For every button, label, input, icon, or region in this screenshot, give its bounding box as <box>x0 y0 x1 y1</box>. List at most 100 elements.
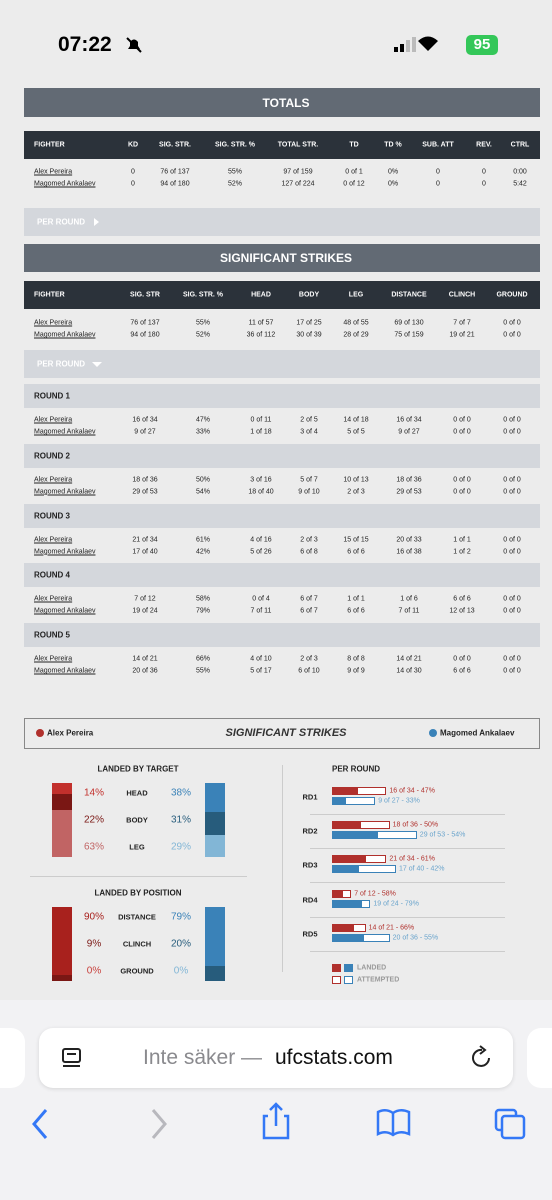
fighter-link: Alex Pereira <box>34 319 73 327</box>
cell: 52% <box>195 331 211 339</box>
column-header: BODY <box>298 291 320 299</box>
column-header: LEG <box>348 291 364 299</box>
cell: 1 of 6 <box>400 595 418 603</box>
cell: 2 of 5 <box>300 416 318 424</box>
round-stat: 21 of 34 - 61% <box>389 855 435 863</box>
cell: 0:00 <box>513 168 527 176</box>
cell: 8 of 8 <box>347 655 365 663</box>
cell: 69 of 130 <box>394 319 424 327</box>
round-label: RD5 <box>302 929 318 939</box>
cell: 9 of 10 <box>298 488 320 496</box>
round-divider <box>310 848 505 850</box>
cell: 14 of 18 <box>343 416 369 424</box>
cell: 4 of 10 <box>250 655 272 663</box>
cell: 17 of 40 <box>132 548 158 556</box>
cell: 6 of 6 <box>347 548 365 556</box>
round-stat: 7 of 12 - 58% <box>354 890 396 898</box>
legend-swatch <box>344 964 353 972</box>
cell: 0 of 0 <box>453 476 471 484</box>
round-stat: 14 of 21 - 66% <box>368 924 415 932</box>
mute-icon <box>126 37 142 53</box>
cell: 17 of 25 <box>296 319 322 327</box>
clock: 07:22 <box>58 33 112 56</box>
tab-preview <box>527 1028 552 1088</box>
cell: 76 of 137 <box>160 168 190 176</box>
address-host: ufcstats.com <box>275 1046 393 1069</box>
toolbar <box>32 1102 526 1140</box>
section-title: SIGNIFICANT STRIKES <box>219 251 353 265</box>
cell: 0 <box>436 168 440 176</box>
reader-icon[interactable] <box>60 1046 86 1072</box>
cell: 9 of 27 <box>134 428 156 436</box>
table-header <box>24 131 540 159</box>
target-label: HEAD <box>126 788 148 798</box>
column-header: REV. <box>476 141 492 149</box>
back-button[interactable] <box>32 1109 48 1139</box>
address-bar[interactable] <box>39 1028 513 1088</box>
legend-name: Alex Pereira <box>47 728 94 738</box>
address-security: Inte säker — <box>143 1046 263 1069</box>
cell: 4 of 16 <box>250 536 272 544</box>
round-stat: 9 of 27 - 33% <box>378 797 420 805</box>
cell: 0 of 0 <box>503 428 521 436</box>
cell: 0 <box>131 168 135 176</box>
per-round-toggle[interactable] <box>24 350 540 378</box>
target-label: LEG <box>129 842 145 852</box>
cell: 16 of 38 <box>396 548 422 556</box>
group-title: PER ROUND <box>331 764 381 774</box>
percent-label: 79% <box>170 911 192 923</box>
cell: 0% <box>387 180 399 188</box>
column-header: TD <box>349 141 359 149</box>
percent-label: 31% <box>170 814 192 826</box>
cell: 5 of 7 <box>300 476 318 484</box>
column-header: TOTAL STR. <box>277 141 319 149</box>
cell: 19 of 24 <box>132 607 158 615</box>
cell: 1 of 18 <box>250 428 272 436</box>
signal-wifi <box>394 36 438 52</box>
round-stat: 20 of 36 - 55% <box>392 934 439 942</box>
stack-segment <box>52 793 72 810</box>
fighter-link: Magomed Ankalaev <box>34 667 96 675</box>
cell: 52% <box>227 180 243 188</box>
fighter-link: Magomed Ankalaev <box>34 180 96 188</box>
cell: 55% <box>195 667 211 675</box>
cell: 2 of 3 <box>300 536 318 544</box>
cell: 94 of 180 <box>130 331 160 339</box>
cell: 0 of 0 <box>503 607 521 615</box>
per-round-toggle[interactable] <box>24 208 540 236</box>
section-header <box>24 88 540 117</box>
column-header: DISTANCE <box>391 291 427 299</box>
cell: 6 of 10 <box>298 667 320 675</box>
arrow-right <box>94 218 99 226</box>
column-header: KD <box>127 141 139 149</box>
fighter-link: Alex Pereira <box>34 536 73 544</box>
bookmarks-button[interactable] <box>376 1109 411 1137</box>
cell: 6 of 6 <box>347 607 365 615</box>
share-button[interactable] <box>262 1102 290 1140</box>
cell: 54% <box>195 488 211 496</box>
column-header: TD % <box>384 141 402 149</box>
column-header: SIG. STR. % <box>214 141 256 149</box>
fighter-link: Alex Pereira <box>34 168 73 176</box>
reload-icon[interactable] <box>469 1044 495 1072</box>
cell: 15 of 15 <box>343 536 369 544</box>
tabs-button[interactable] <box>494 1108 526 1140</box>
fighter-link: Alex Pereira <box>34 476 73 484</box>
cell: 6 of 6 <box>453 595 471 603</box>
column-header: GROUND <box>496 291 528 299</box>
forward-button[interactable] <box>151 1109 167 1139</box>
landed-bar <box>332 797 347 805</box>
cell: 97 of 159 <box>283 168 313 176</box>
cell: 0 <box>482 180 486 188</box>
cell: 18 of 36 <box>396 476 422 484</box>
legend-dot <box>429 729 437 737</box>
fighter-link: Alex Pereira <box>34 595 73 603</box>
legend-swatch <box>332 964 341 972</box>
cell: 127 of 224 <box>281 180 315 188</box>
cell: 0 of 11 <box>250 416 272 424</box>
cell: 16 of 34 <box>396 416 422 424</box>
fighter-link: Magomed Ankalaev <box>34 488 96 496</box>
target-label: GROUND <box>120 966 154 976</box>
cell: 29 of 53 <box>132 488 158 496</box>
cell: 2 of 3 <box>347 488 365 496</box>
